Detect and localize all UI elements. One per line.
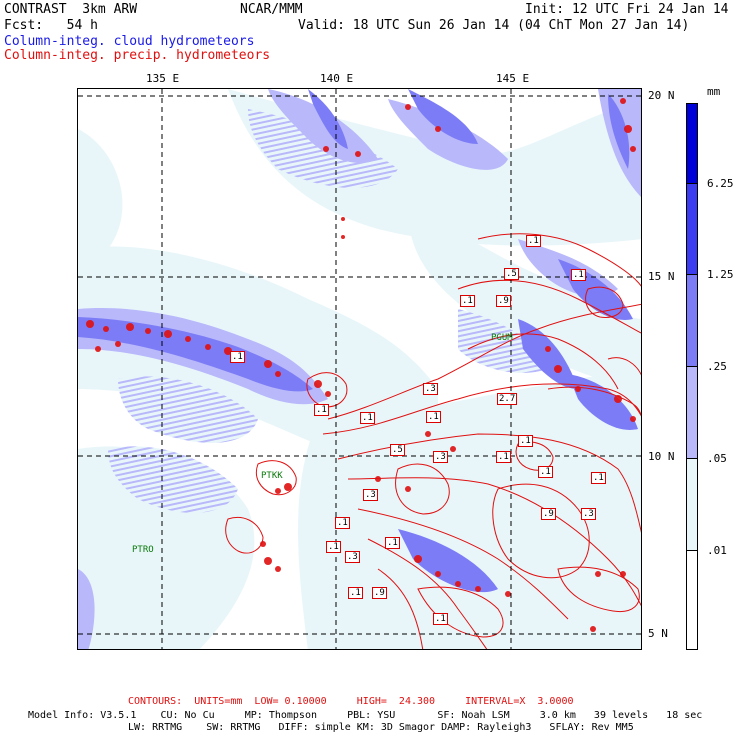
contour-label: .9: [541, 508, 556, 520]
colorbar-level: .05: [707, 452, 727, 465]
colorbar-bin: [686, 366, 698, 458]
lat-label-15: 15 N: [648, 270, 675, 283]
contour-label: .1: [526, 235, 541, 247]
contour-label: .1: [426, 411, 441, 423]
contour-label: .1: [360, 412, 375, 424]
contour-label: .9: [372, 587, 387, 599]
plot-title: CONTRAST 3km ARW: [4, 2, 138, 17]
contour-label: .1: [591, 472, 606, 484]
contour-label: 2.7: [497, 393, 518, 405]
contour-label: .5: [390, 444, 405, 456]
contour-label: .3: [363, 489, 378, 501]
colorbar-bin: [686, 183, 698, 274]
contour-label: .1: [230, 351, 245, 363]
contour-label: .9: [496, 295, 511, 307]
contour-label: .3: [581, 508, 596, 520]
colorbar-level: .25: [707, 360, 727, 373]
lat-label-5: 5 N: [648, 627, 668, 640]
station-label: PTRO: [132, 545, 154, 555]
field-label-cloud: Column-integ. cloud hydrometeors: [4, 34, 255, 49]
light-cloud-field: [78, 89, 641, 649]
colorbar-bin: [686, 274, 698, 366]
strong-cloud-field: [78, 89, 638, 593]
colorbar-level: 1.25: [707, 268, 734, 281]
station-label: PTKK: [261, 471, 283, 481]
precip-cores: [86, 98, 636, 632]
init-time: Init: 12 UTC Fri 24 Jan 14: [525, 2, 729, 17]
contour-label: .1: [460, 295, 475, 307]
colorbar-bin: [686, 550, 698, 650]
forecast-hour: Fcst: 54 h: [4, 18, 98, 33]
lon-label-145: 145 E: [496, 72, 530, 85]
contour-label: .5: [504, 268, 519, 280]
field-label-precip: Column-integ. precip. hydrometeors: [4, 48, 271, 63]
colorbar-level: 6.25: [707, 177, 734, 190]
contour-label: .1: [571, 269, 586, 281]
contour-label: .1: [538, 466, 553, 478]
colorbar-unit: mm: [707, 85, 721, 98]
contour-label: .1: [348, 587, 363, 599]
contour-label: .3: [433, 451, 448, 463]
valid-time: Valid: 18 UTC Sun 26 Jan 14 (04 ChT Mon …: [298, 18, 690, 33]
lon-label-135: 135 E: [146, 72, 180, 85]
contour-label: .1: [496, 451, 511, 463]
station-label: PGUM: [491, 333, 513, 343]
lat-label-10: 10 N: [648, 450, 675, 463]
contour-label: .1: [314, 404, 329, 416]
map-panel: .1 .5 .1 .1 .9 .1 .3 2.7 .1 .1 .1 .1 .5 …: [77, 88, 642, 650]
map-canvas: [78, 89, 641, 649]
lat-label-20: 20 N: [648, 89, 675, 102]
contour-label: .3: [423, 383, 438, 395]
colorbar-bin: [686, 458, 698, 550]
contour-label: .1: [326, 541, 341, 553]
contour-label: .1: [433, 613, 448, 625]
model-info-line1: Model Info: V3.5.1 CU: No Cu MP: Thompso…: [28, 710, 703, 721]
model-info-line2: LW: RRTMG SW: RRTMG DIFF: simple KM: 3D …: [128, 722, 634, 733]
lon-label-140: 140 E: [320, 72, 354, 85]
contour-label: .1: [335, 517, 350, 529]
contour-label: .1: [518, 435, 533, 447]
center-label: NCAR/MMM: [240, 2, 303, 17]
colorbar-bin: [686, 103, 698, 183]
colorbar-level: .01: [707, 544, 727, 557]
contour-info: CONTOURS: UNITS=mm LOW= 0.10000 HIGH= 24…: [128, 696, 574, 707]
latlon-grid: [78, 89, 641, 649]
contour-label: .1: [385, 537, 400, 549]
contour-label: .3: [345, 551, 360, 563]
